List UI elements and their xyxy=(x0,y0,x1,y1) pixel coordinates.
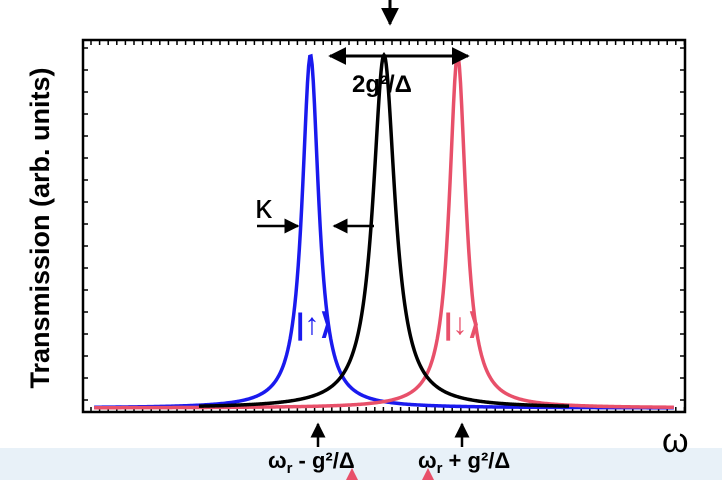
splitting-label: 2g²/Δ xyxy=(352,71,412,98)
bottom-marker-right xyxy=(422,468,434,480)
spin-down-curve xyxy=(94,53,674,410)
plus-subscript: r xyxy=(437,460,443,477)
plus-rest: + g²/Δ xyxy=(442,448,510,473)
y-axis-label: Transmission (arb. units) xyxy=(25,67,55,388)
spin-up-label: |↑⟩ xyxy=(296,308,333,341)
bottom-band xyxy=(0,448,722,480)
bottom-marker-left xyxy=(346,468,358,480)
spin-up-curve xyxy=(94,53,674,410)
minus-position-label: ωr - g²/Δ xyxy=(268,448,355,477)
minus-subscript: r xyxy=(287,460,293,477)
minus-omega: ω xyxy=(268,448,287,473)
minus-rest: - g²/Δ xyxy=(292,448,354,473)
bare-cavity-curve xyxy=(198,51,570,408)
plus-position-label: ωr + g²/Δ xyxy=(418,448,510,477)
plus-omega: ω xyxy=(418,448,437,473)
spin-down-label: |↓⟩ xyxy=(444,308,481,341)
x-axis-label: ω xyxy=(662,422,689,460)
kappa-label: κ xyxy=(255,188,273,226)
